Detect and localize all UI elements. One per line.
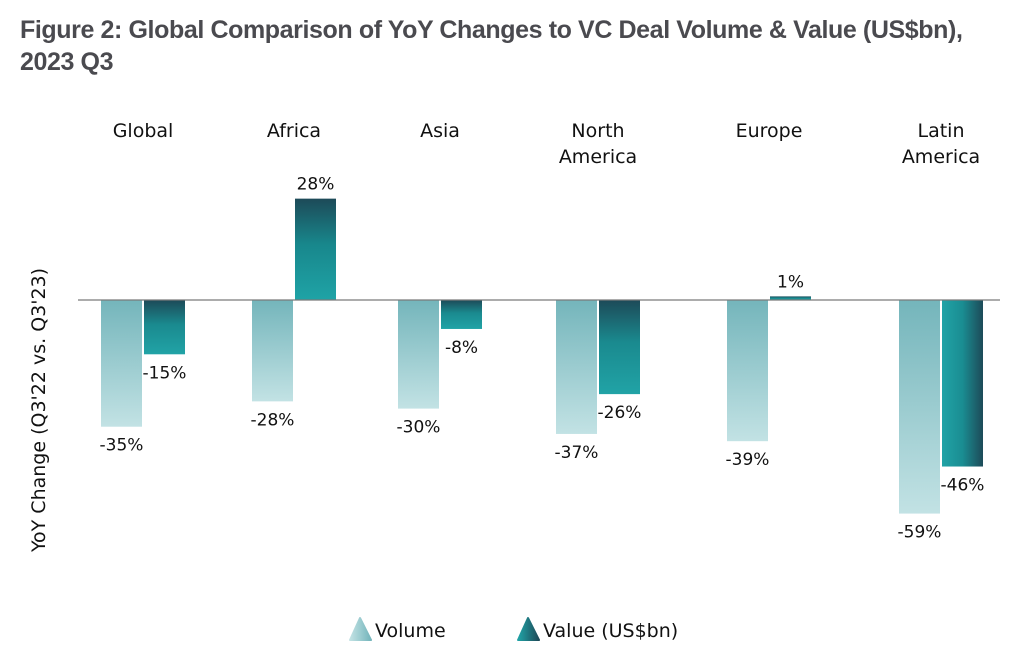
- bar-volume-africa: [252, 300, 293, 402]
- chart-title-line-2: 2023 Q3: [20, 48, 114, 76]
- legend-item-volume: Volume: [349, 617, 446, 642]
- bar-volume-europe: [727, 300, 768, 442]
- data-label-volume-north-america: -37%: [555, 443, 599, 463]
- bars: [101, 198, 983, 514]
- data-label-value-global: -15%: [143, 363, 187, 383]
- legend-swatch-volume-triangle: [349, 617, 372, 641]
- data-label-value-africa: 28%: [297, 175, 335, 195]
- category-label-africa: Africa: [267, 120, 321, 142]
- data-label-value-latin-america: -46%: [941, 476, 985, 496]
- data-label-volume-africa: -28%: [251, 410, 295, 430]
- bar-value-latin-america: [942, 300, 983, 467]
- bar-volume-north-america: [556, 300, 597, 434]
- bar-value-north-america: [599, 300, 640, 395]
- data-label-value-north-america: -26%: [598, 403, 642, 423]
- data-label-value-asia: -8%: [445, 338, 478, 358]
- bar-volume-latin-america: [899, 300, 940, 514]
- category-label-asia: Asia: [420, 120, 460, 142]
- legend: Volume Value (US$bn): [349, 617, 678, 642]
- data-label-value-europe: 1%: [777, 272, 804, 292]
- bar-value-asia: [441, 300, 482, 329]
- bar-value-global: [144, 300, 185, 355]
- category-label-line: Global: [113, 120, 174, 142]
- category-label-line: North: [571, 120, 624, 142]
- category-label-global: Global: [113, 120, 174, 142]
- data-label-volume-europe: -39%: [726, 450, 770, 470]
- legend-swatch-value-triangle: [517, 617, 540, 641]
- category-label-north-america: North America: [559, 120, 637, 168]
- legend-item-value: Value (US$bn): [517, 617, 678, 642]
- data-label-volume-latin-america: -59%: [898, 523, 942, 543]
- bar-value-europe: [770, 296, 811, 300]
- bar-value-africa: [295, 198, 336, 300]
- data-label-volume-asia: -30%: [397, 418, 441, 438]
- y-axis-label: YoY Change (Q3'22 vs. Q3'23): [28, 268, 50, 553]
- chart-title-line-1: Figure 2: Global Comparison of YoY Chang…: [20, 16, 963, 44]
- category-label-line: Latin: [918, 120, 965, 142]
- category-label-latin-america: Latin America: [902, 120, 980, 168]
- bar-volume-asia: [398, 300, 439, 409]
- value-labels: -35% -15% -28% 28% -30% -8% -37% -26% -39% 1% -59%…: [100, 175, 985, 543]
- legend-label-volume: Volume: [375, 620, 446, 642]
- category-labels: Global Africa Asia North America Europe Latin A…: [113, 120, 980, 168]
- category-label-line: Africa: [267, 120, 321, 142]
- category-label-line: Europe: [736, 120, 803, 142]
- legend-label-value: Value (US$bn): [543, 620, 678, 642]
- bar-volume-global: [101, 300, 142, 427]
- category-label-line: America: [902, 146, 980, 168]
- data-label-volume-global: -35%: [100, 436, 144, 456]
- category-label-line: America: [559, 146, 637, 168]
- category-label-europe: Europe: [736, 120, 803, 142]
- category-label-line: Asia: [420, 120, 460, 142]
- chart-title: Figure 2: Global Comparison of YoY Chang…: [20, 14, 1020, 78]
